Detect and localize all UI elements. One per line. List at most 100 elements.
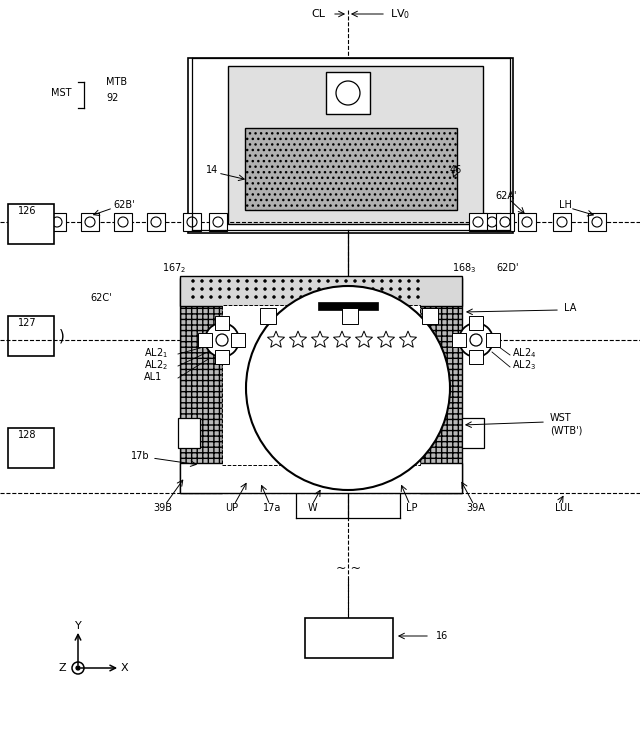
Text: LV$_0$: LV$_0$ (390, 7, 410, 21)
Circle shape (390, 287, 392, 290)
Circle shape (187, 217, 197, 227)
Text: 127: 127 (18, 318, 36, 328)
Text: AL2$_1$: AL2$_1$ (144, 346, 168, 360)
Circle shape (308, 295, 312, 298)
Bar (180, 276, 462, 306)
Bar (8, 204, 54, 244)
Circle shape (282, 295, 285, 298)
Text: LP: LP (406, 503, 418, 513)
Circle shape (500, 217, 510, 227)
Bar (260, 308, 276, 324)
Text: X: X (120, 663, 128, 673)
Circle shape (353, 287, 356, 290)
Bar (420, 278, 462, 493)
Text: ): ) (59, 328, 65, 343)
Bar (305, 618, 393, 658)
Circle shape (213, 217, 223, 227)
Circle shape (191, 287, 195, 290)
Text: MST: MST (51, 88, 72, 98)
Circle shape (417, 287, 419, 290)
Circle shape (336, 81, 360, 105)
Circle shape (246, 295, 248, 298)
Text: AL2$_4$: AL2$_4$ (512, 346, 536, 360)
Circle shape (237, 280, 239, 283)
Bar (231, 333, 245, 347)
Bar (180, 463, 462, 493)
Text: 167$_2$: 167$_2$ (162, 261, 186, 275)
Circle shape (335, 287, 339, 290)
Circle shape (52, 217, 62, 227)
Circle shape (459, 323, 493, 357)
Circle shape (255, 295, 257, 298)
Text: ~ ~: ~ ~ (335, 562, 360, 574)
Bar (553, 213, 571, 231)
Circle shape (408, 287, 410, 290)
Bar (178, 418, 200, 448)
Circle shape (273, 295, 275, 298)
Bar (486, 333, 500, 347)
Text: LA: LA (564, 303, 576, 313)
Circle shape (227, 295, 230, 298)
Bar (462, 418, 484, 448)
Circle shape (246, 287, 248, 290)
Circle shape (205, 323, 239, 357)
Circle shape (408, 280, 410, 283)
Circle shape (344, 280, 348, 283)
Circle shape (291, 295, 294, 298)
Text: WST: WST (550, 413, 572, 423)
Circle shape (317, 287, 321, 290)
Circle shape (408, 295, 410, 298)
Bar (469, 213, 487, 231)
Circle shape (487, 217, 497, 227)
Text: 46: 46 (450, 165, 462, 175)
Circle shape (246, 280, 248, 283)
Circle shape (344, 295, 348, 298)
Circle shape (399, 280, 401, 283)
Circle shape (237, 295, 239, 298)
Bar (422, 308, 438, 324)
Bar (48, 213, 66, 231)
Circle shape (390, 280, 392, 283)
Circle shape (300, 280, 303, 283)
Circle shape (76, 666, 80, 670)
Bar (8, 428, 54, 468)
Circle shape (371, 280, 374, 283)
Circle shape (227, 287, 230, 290)
Circle shape (592, 217, 602, 227)
Circle shape (417, 280, 419, 283)
Polygon shape (333, 331, 351, 347)
Circle shape (399, 287, 401, 290)
Circle shape (218, 295, 221, 298)
Bar (469, 350, 483, 364)
Circle shape (85, 217, 95, 227)
Text: 62D': 62D' (496, 263, 518, 273)
Bar (318, 302, 378, 310)
Circle shape (300, 287, 303, 290)
Circle shape (335, 280, 339, 283)
Bar (228, 66, 483, 224)
Circle shape (209, 280, 212, 283)
Bar (496, 213, 514, 231)
Text: 16: 16 (436, 631, 448, 641)
Circle shape (362, 280, 365, 283)
Circle shape (399, 295, 401, 298)
Text: 14: 14 (206, 165, 218, 175)
Circle shape (151, 217, 161, 227)
Text: 168$_3$: 168$_3$ (452, 261, 477, 275)
Circle shape (264, 287, 266, 290)
Circle shape (381, 287, 383, 290)
Circle shape (353, 280, 356, 283)
Text: 128: 128 (18, 430, 36, 440)
Circle shape (246, 286, 450, 490)
Text: 39B: 39B (154, 503, 173, 513)
Circle shape (216, 334, 228, 346)
Circle shape (362, 295, 365, 298)
Circle shape (390, 295, 392, 298)
Circle shape (255, 280, 257, 283)
Bar (588, 213, 606, 231)
Bar (326, 72, 370, 114)
Circle shape (371, 287, 374, 290)
Circle shape (200, 295, 204, 298)
Text: AL2$_2$: AL2$_2$ (144, 358, 168, 372)
Circle shape (308, 280, 312, 283)
